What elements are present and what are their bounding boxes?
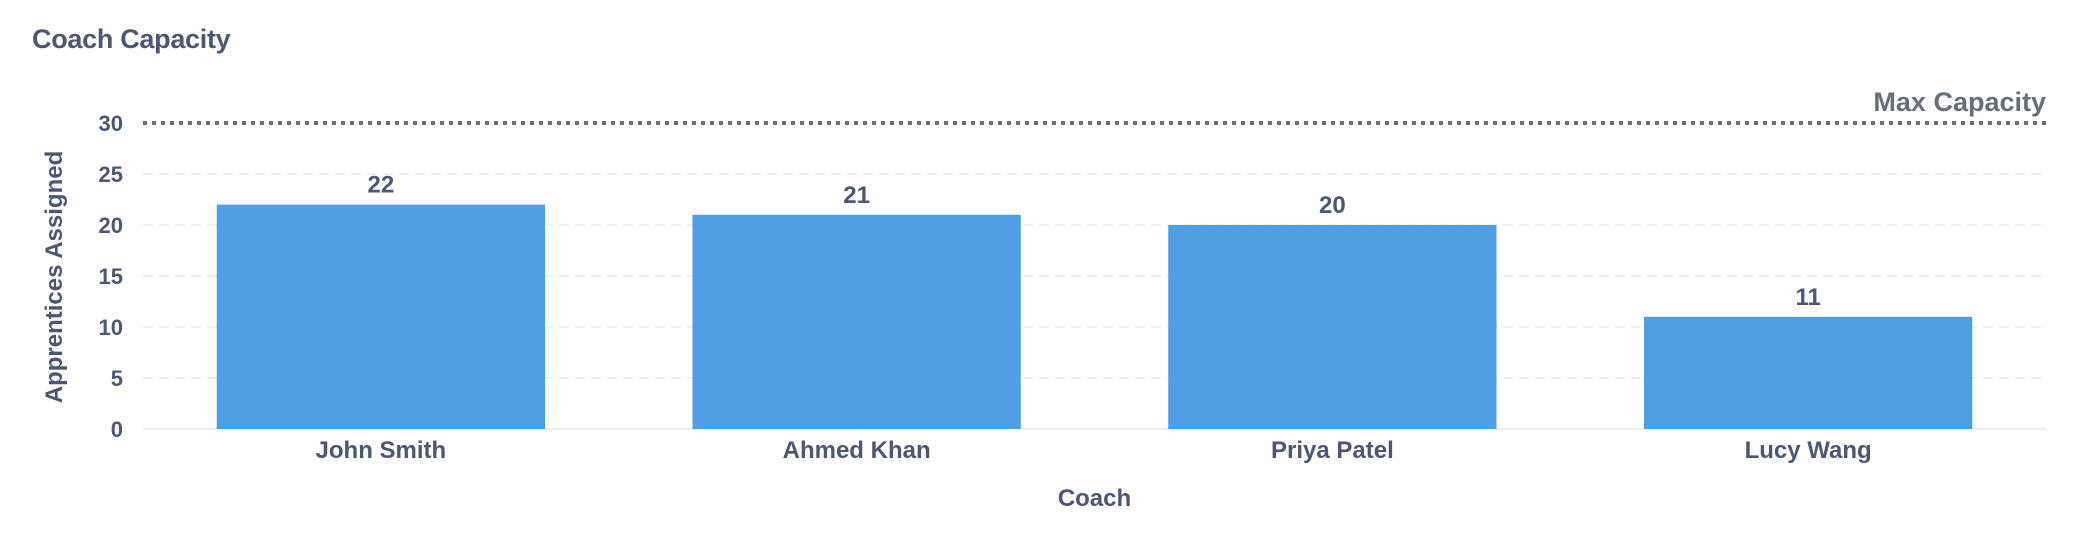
y-tick-label: 10 bbox=[99, 315, 123, 340]
data-label: 22 bbox=[368, 172, 395, 199]
x-tick-label: Ahmed Khan bbox=[783, 437, 931, 464]
y-axis-title: Apprentices Assigned bbox=[41, 151, 68, 404]
chart-title: Coach Capacity bbox=[32, 24, 231, 54]
bar[interactable] bbox=[692, 214, 1021, 429]
bar[interactable] bbox=[1168, 225, 1497, 429]
bar[interactable] bbox=[216, 204, 546, 429]
y-tick-label: 0 bbox=[111, 417, 123, 442]
x-axis-ticks: John Smith Ahmed Khan Priya Patel Lucy Wang bbox=[316, 437, 1872, 464]
bar[interactable] bbox=[1643, 316, 1973, 429]
data-labels: 22 21 20 11 bbox=[368, 172, 1821, 311]
y-tick-label: 25 bbox=[99, 162, 123, 187]
goal-line-label: Max Capacity bbox=[1873, 87, 2046, 117]
x-tick-label: John Smith bbox=[316, 437, 447, 464]
data-label: 20 bbox=[1319, 192, 1346, 219]
y-tick-label: 30 bbox=[99, 111, 123, 136]
data-label: 11 bbox=[1795, 284, 1820, 311]
y-tick-label: 5 bbox=[111, 366, 123, 391]
bars bbox=[216, 204, 1973, 429]
data-label: 21 bbox=[843, 182, 870, 209]
goal-line-group: Max Capacity bbox=[143, 87, 2046, 125]
x-axis-title: Coach bbox=[1058, 485, 1131, 512]
x-tick-label: Lucy Wang bbox=[1745, 437, 1872, 464]
y-tick-label: 20 bbox=[99, 213, 123, 238]
y-axis-ticks: 0 5 10 15 20 25 30 bbox=[99, 111, 123, 442]
y-tick-label: 15 bbox=[99, 264, 123, 289]
x-tick-label: Priya Patel bbox=[1271, 437, 1394, 464]
